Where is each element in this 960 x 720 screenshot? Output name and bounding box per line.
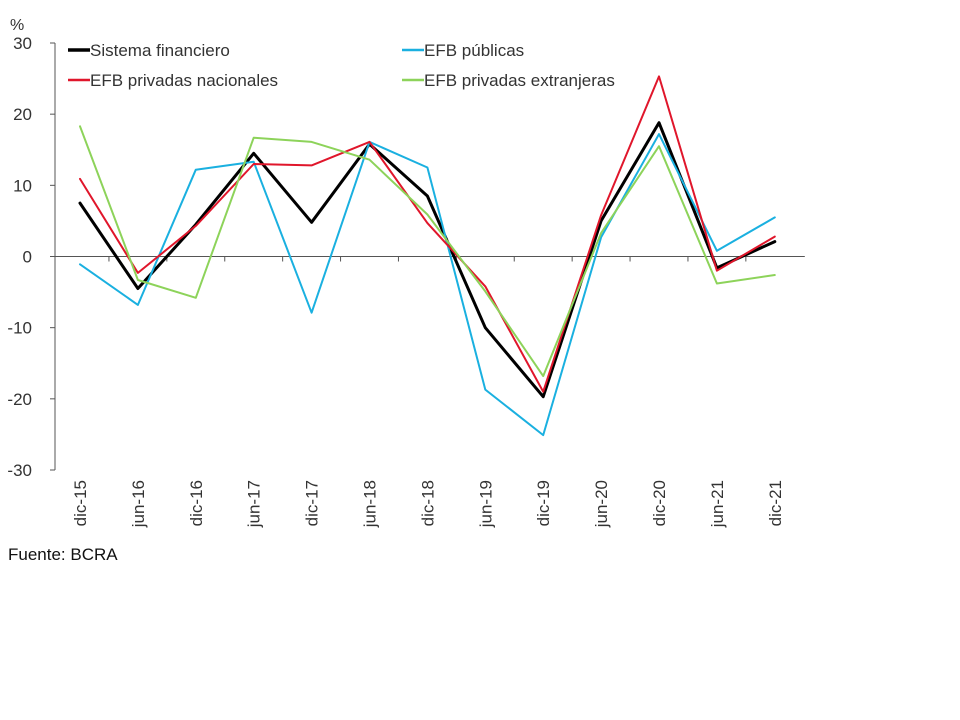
- x-tick-label: jun-17: [245, 480, 264, 528]
- y-tick-labels: 30 20 10 0 -10 -20 -30: [7, 34, 55, 480]
- y-tick-label: -10: [7, 319, 32, 338]
- y-tick-label: 10: [13, 176, 32, 195]
- legend: Sistema financiero EFB públicas EFB privad…: [68, 41, 615, 90]
- x-tick-label: jun-20: [592, 480, 611, 528]
- x-tick-labels: dic-15 jun-16 dic-16 jun-17 dic-17 jun-18 dic-…: [71, 256, 785, 528]
- y-tick-label: 30: [13, 34, 32, 53]
- legend-label-efb-privadas-nacionales: EFB privadas nacionales: [90, 71, 278, 90]
- legend-label-efb-privadas-extranjeras: EFB privadas extranjeras: [424, 71, 615, 90]
- y-axis-unit-label: %: [10, 17, 24, 34]
- source-note: Fuente: BCRA: [8, 545, 118, 564]
- x-tick-label: dic-17: [303, 480, 322, 526]
- x-tick-label: jun-16: [129, 480, 148, 528]
- series-line-efb-privadas-nacionales: [79, 75, 776, 393]
- x-tick-label: dic-16: [187, 480, 206, 526]
- x-tick-label: dic-20: [650, 480, 669, 526]
- x-tick-label: dic-15: [71, 480, 90, 526]
- legend-label-sistema-financiero: Sistema financiero: [90, 41, 230, 60]
- x-tick-label: jun-18: [361, 480, 380, 528]
- legend-label-efb-publicas: EFB públicas: [424, 41, 524, 60]
- y-tick-label: 20: [13, 105, 32, 124]
- series-line-efb-privadas-extranjeras: [79, 125, 776, 378]
- x-tick-label: dic-18: [418, 480, 437, 526]
- x-tick-label: dic-19: [534, 480, 553, 526]
- y-tick-label: -20: [7, 390, 32, 409]
- series-line-efb-publicas: [79, 133, 776, 437]
- y-tick-label: 0: [23, 248, 32, 267]
- x-tick-label: jun-21: [708, 480, 727, 528]
- series-line-sistema-financiero: [78, 121, 777, 399]
- x-tick-label: dic-21: [766, 480, 785, 526]
- y-tick-label: -30: [7, 461, 32, 480]
- series-lines: [78, 75, 777, 437]
- x-tick-label: jun-19: [476, 480, 495, 528]
